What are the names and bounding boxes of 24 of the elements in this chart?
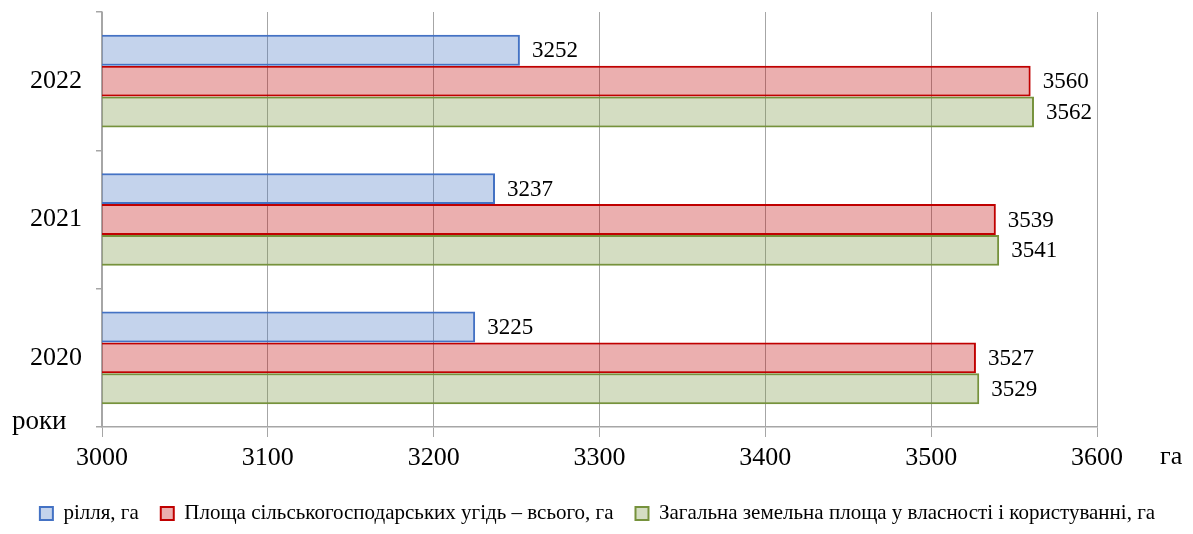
data-label: 3562 bbox=[1045, 99, 1092, 125]
legend-label: Загальна земельна площа у власності і користуванні, га bbox=[659, 500, 1156, 525]
data-label: 3560 bbox=[1042, 68, 1089, 94]
y-tick-label: 2021 bbox=[30, 203, 82, 233]
y-axis-title: роки bbox=[12, 405, 67, 436]
y-tick-label: 2022 bbox=[30, 64, 82, 94]
x-tick-label: 3200 bbox=[407, 442, 460, 472]
data-label: 3252 bbox=[531, 37, 578, 63]
x-tick-label: 3500 bbox=[905, 442, 958, 472]
data-label: 3541 bbox=[1011, 237, 1058, 263]
data-label: 3529 bbox=[991, 375, 1038, 401]
x-tick-label: 3100 bbox=[241, 442, 294, 472]
x-tick-label: 3400 bbox=[739, 442, 792, 472]
legend-label: Площа сільськогосподарських угідь – всього, га bbox=[184, 500, 615, 525]
legend-label: рілля, га bbox=[63, 500, 140, 525]
x-tick-label: 3000 bbox=[76, 442, 128, 472]
x-axis-title: га bbox=[1160, 440, 1183, 470]
data-label: 3225 bbox=[487, 313, 534, 339]
x-tick-label: 3600 bbox=[1071, 442, 1123, 472]
data-label: 3237 bbox=[507, 175, 554, 201]
y-tick-label: 2020 bbox=[30, 341, 82, 371]
data-label: 3539 bbox=[1007, 206, 1054, 232]
x-tick-label: 3300 bbox=[573, 442, 626, 472]
data-label: 3527 bbox=[987, 344, 1034, 370]
